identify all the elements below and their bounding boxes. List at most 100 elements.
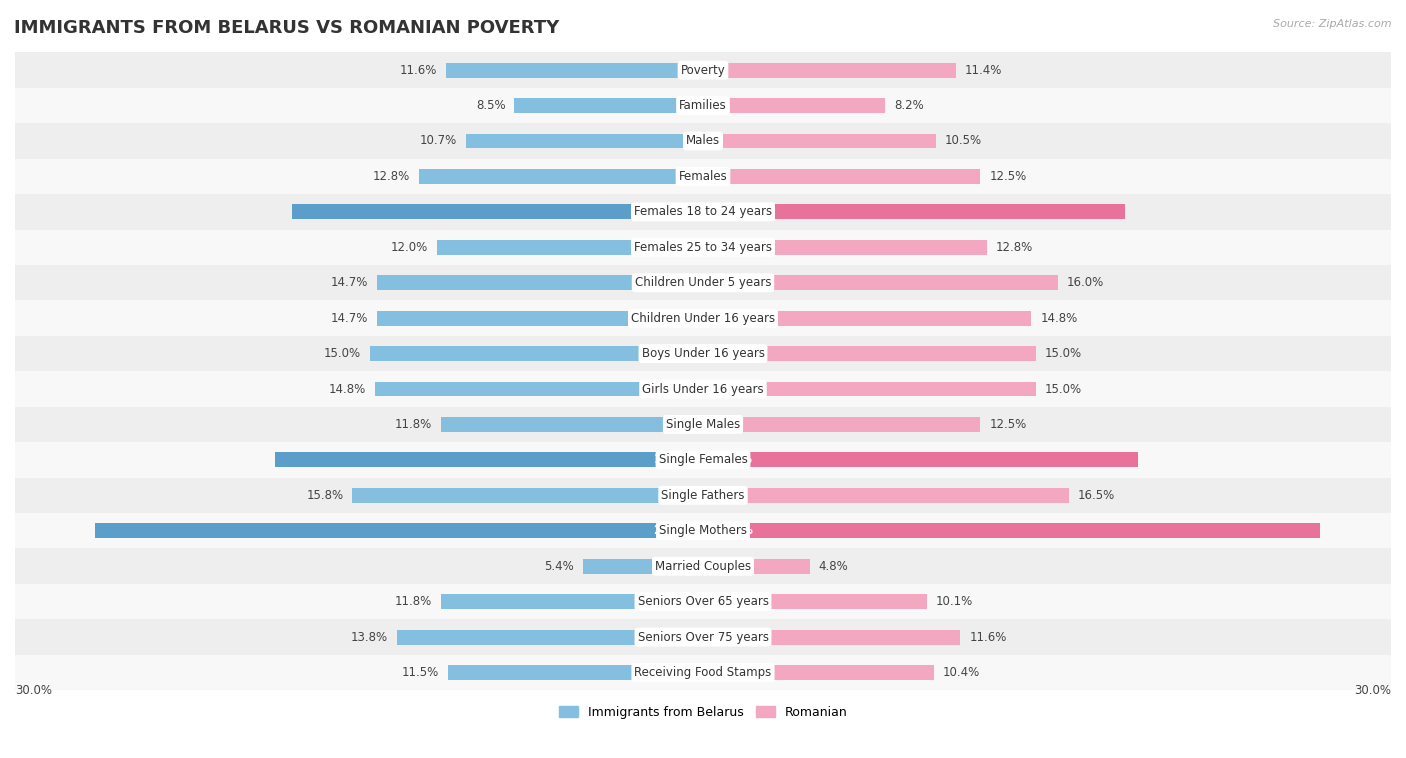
Bar [703, 133, 936, 149]
Bar [0, 442, 1406, 478]
Bar [515, 98, 703, 113]
Bar [419, 169, 703, 184]
Text: 5.4%: 5.4% [544, 559, 574, 573]
Bar [0, 584, 1406, 619]
Text: 30.0%: 30.0% [1354, 684, 1391, 697]
Bar [274, 453, 703, 468]
Bar [292, 205, 703, 219]
Text: Single Mothers: Single Mothers [659, 525, 747, 537]
Bar [703, 453, 1137, 468]
Text: 19.3%: 19.3% [654, 453, 695, 466]
Bar [446, 63, 703, 77]
Bar [703, 240, 987, 255]
Text: 27.4%: 27.4% [654, 525, 695, 537]
Bar [377, 275, 703, 290]
Bar [703, 417, 980, 432]
Text: 14.7%: 14.7% [330, 312, 368, 324]
Text: 12.8%: 12.8% [373, 170, 411, 183]
Bar [0, 230, 1406, 265]
Text: Children Under 16 years: Children Under 16 years [631, 312, 775, 324]
Text: IMMIGRANTS FROM BELARUS VS ROMANIAN POVERTY: IMMIGRANTS FROM BELARUS VS ROMANIAN POVE… [14, 19, 560, 37]
Bar [377, 311, 703, 326]
Bar [703, 523, 1320, 538]
Bar [703, 311, 1032, 326]
Bar [703, 98, 884, 113]
Bar [0, 300, 1406, 336]
Text: Single Females: Single Females [658, 453, 748, 466]
Bar [0, 407, 1406, 442]
Text: Seniors Over 65 years: Seniors Over 65 years [637, 595, 769, 608]
Bar [703, 381, 1036, 396]
Bar [0, 265, 1406, 300]
Legend: Immigrants from Belarus, Romanian: Immigrants from Belarus, Romanian [554, 700, 852, 724]
Bar [703, 559, 810, 574]
Text: Females 25 to 34 years: Females 25 to 34 years [634, 241, 772, 254]
Text: Seniors Over 75 years: Seniors Over 75 years [637, 631, 769, 644]
Text: Girls Under 16 years: Girls Under 16 years [643, 383, 763, 396]
Bar [703, 665, 934, 680]
Text: Females 18 to 24 years: Females 18 to 24 years [634, 205, 772, 218]
Text: Boys Under 16 years: Boys Under 16 years [641, 347, 765, 360]
Bar [0, 124, 1406, 158]
Bar [0, 158, 1406, 194]
Text: 14.7%: 14.7% [330, 276, 368, 290]
Bar [0, 336, 1406, 371]
Bar [703, 630, 960, 644]
Bar [396, 630, 703, 644]
Bar [370, 346, 703, 361]
Text: 11.5%: 11.5% [402, 666, 439, 679]
Text: 11.8%: 11.8% [395, 595, 432, 608]
Text: 11.6%: 11.6% [399, 64, 437, 77]
Bar [583, 559, 703, 574]
Text: 12.5%: 12.5% [990, 170, 1026, 183]
Text: 18.5%: 18.5% [654, 205, 695, 218]
Bar [374, 381, 703, 396]
Text: Poverty: Poverty [681, 64, 725, 77]
Text: 10.7%: 10.7% [419, 134, 457, 148]
Bar [0, 52, 1406, 88]
Text: Females: Females [679, 170, 727, 183]
Text: 11.6%: 11.6% [969, 631, 1007, 644]
Text: 8.5%: 8.5% [475, 99, 506, 112]
Bar [703, 63, 956, 77]
Text: Children Under 5 years: Children Under 5 years [634, 276, 772, 290]
Text: 15.0%: 15.0% [325, 347, 361, 360]
Bar [0, 478, 1406, 513]
Bar [0, 194, 1406, 230]
Text: Families: Families [679, 99, 727, 112]
Text: 15.0%: 15.0% [1045, 383, 1081, 396]
Bar [703, 594, 927, 609]
Text: 16.0%: 16.0% [1067, 276, 1104, 290]
Text: 13.8%: 13.8% [350, 631, 388, 644]
Text: 15.8%: 15.8% [307, 489, 343, 502]
Bar [703, 488, 1069, 503]
Bar [0, 619, 1406, 655]
Bar [0, 371, 1406, 407]
Bar [703, 169, 980, 184]
Bar [94, 523, 703, 538]
Bar [0, 88, 1406, 124]
Text: Receiving Food Stamps: Receiving Food Stamps [634, 666, 772, 679]
Text: Males: Males [686, 134, 720, 148]
Text: 14.8%: 14.8% [329, 383, 366, 396]
Text: Single Fathers: Single Fathers [661, 489, 745, 502]
Bar [441, 594, 703, 609]
Text: 11.8%: 11.8% [395, 418, 432, 431]
Text: 15.0%: 15.0% [1045, 347, 1081, 360]
Text: 27.8%: 27.8% [711, 525, 752, 537]
Text: 10.1%: 10.1% [936, 595, 973, 608]
Bar [441, 417, 703, 432]
Text: Married Couples: Married Couples [655, 559, 751, 573]
Bar [0, 549, 1406, 584]
Text: 4.8%: 4.8% [818, 559, 848, 573]
Text: 14.8%: 14.8% [1040, 312, 1077, 324]
Bar [0, 513, 1406, 549]
Bar [703, 346, 1036, 361]
Text: 19.0%: 19.0% [711, 205, 752, 218]
Bar [703, 205, 1125, 219]
Text: 16.5%: 16.5% [1078, 489, 1115, 502]
Text: 10.4%: 10.4% [942, 666, 980, 679]
Text: 8.2%: 8.2% [894, 99, 924, 112]
Text: Single Males: Single Males [666, 418, 740, 431]
Text: Source: ZipAtlas.com: Source: ZipAtlas.com [1274, 19, 1392, 29]
